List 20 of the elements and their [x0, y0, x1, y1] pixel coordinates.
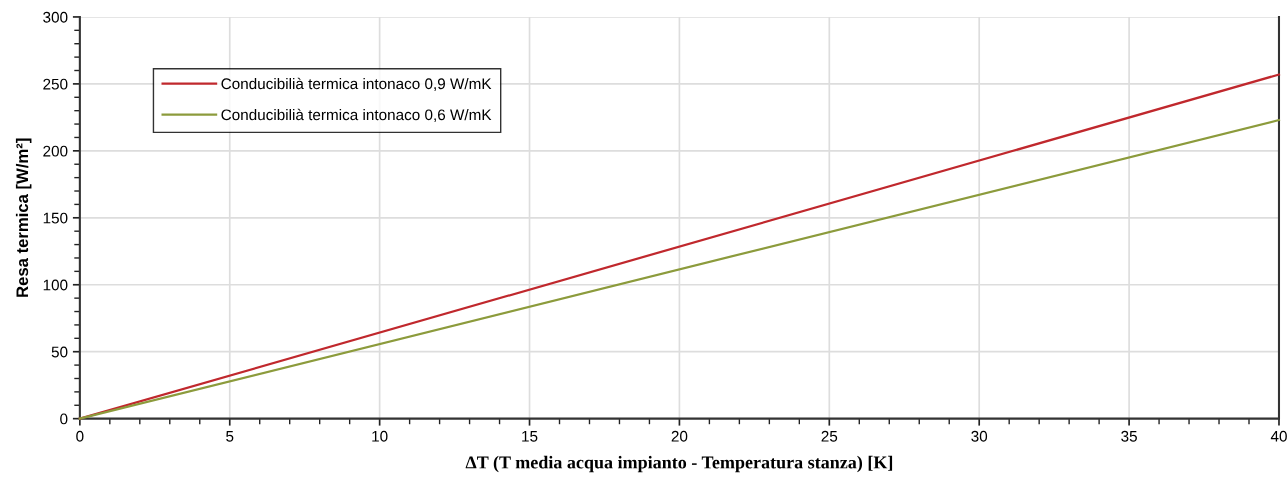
x-tick-label: 20 [671, 430, 688, 442]
y-tick-label: 100 [43, 279, 68, 291]
x-tick-label: 30 [971, 430, 988, 442]
x-tick-label: 0 [76, 430, 84, 442]
x-tick-label: 15 [522, 431, 538, 442]
x-tick-label: 40 [1270, 430, 1287, 442]
x-tick-label: 35 [1121, 430, 1137, 442]
x-axis-title: ΔT (T media acqua impianto - Temperatura stanza) [K] [465, 455, 893, 473]
x-tick-label: 25 [821, 430, 838, 442]
y-tick-label: 50 [51, 346, 68, 358]
y-tick-label: 200 [43, 145, 68, 157]
y-tick-label: 300 [43, 11, 68, 23]
x-tick-label: 10 [372, 430, 388, 442]
y-axis-title: Resa termica [W/m²] [15, 138, 32, 297]
y-tick-label: 150 [43, 212, 68, 224]
x-tick-label: 5 [226, 431, 234, 442]
legend-label: Conducibilià termica intonaco 0,6 W/mK [221, 108, 492, 123]
y-tick-label: 0 [60, 413, 68, 425]
legend-label: Conducibilià termica intonaco 0,9 W/mK [221, 77, 492, 91]
y-tick-label: 250 [43, 78, 68, 90]
